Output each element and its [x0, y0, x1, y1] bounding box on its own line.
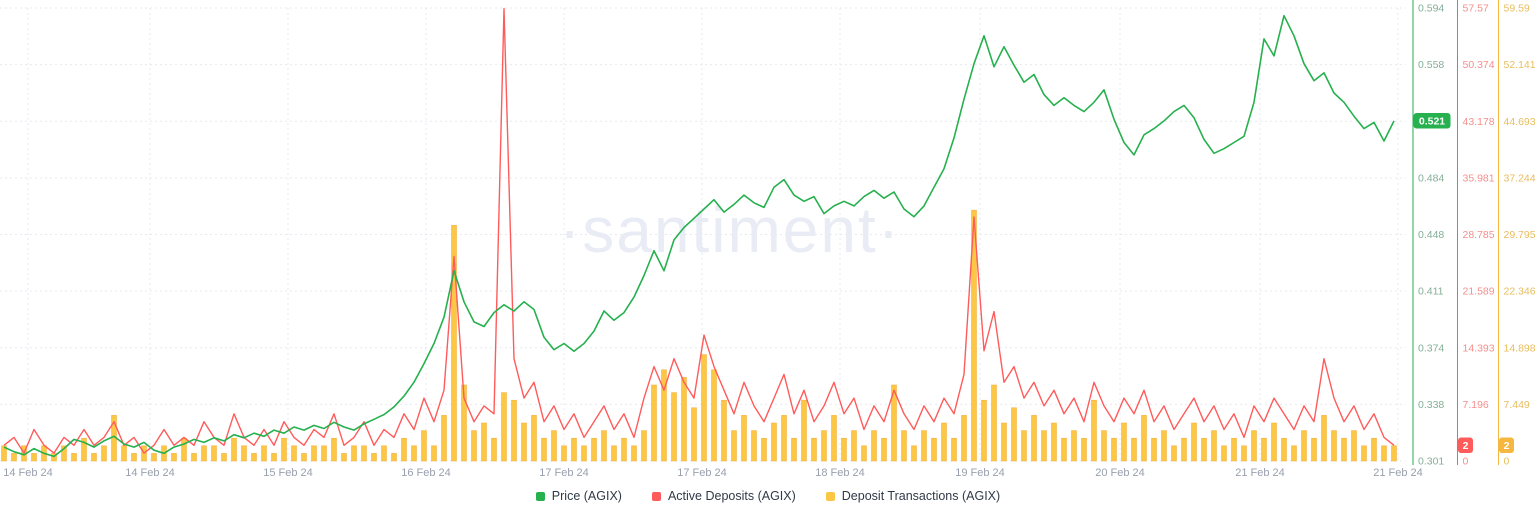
axis-tick-label: 17 Feb 24 [677, 467, 727, 479]
deposit_transactions-axis: 59.59 52.141 44.693 37.244 29.795 22.346 14.89… [1498, 0, 1536, 468]
axis-tick-label: 2 [1463, 440, 1469, 452]
axis-tick-label: 16 Feb 24 [401, 467, 451, 479]
axis-tick-label: 21.589 [1463, 286, 1495, 298]
chart-legend: Price (AGIX) Active Deposits (AGIX) Depo… [0, 489, 1536, 503]
axis-tick-label: 15 Feb 24 [263, 467, 313, 479]
legend-swatch-active-deposits-icon [651, 491, 661, 501]
deposit-transactions-bars [1, 209, 1397, 462]
axis-tick-label: 57.57 [1463, 3, 1489, 15]
legend-item-active-deposits[interactable]: Active Deposits (AGIX) [651, 489, 796, 503]
axis-tick-label: 20 Feb 24 [1095, 467, 1145, 479]
axis-tick-label: 0.301 [1418, 456, 1444, 468]
price-axis: 0.594 0.558 0.521 0.484 0.448 0.411 0.374 0.338… [1412, 0, 1451, 468]
axis-tick-label: 21 Feb 24 [1235, 467, 1285, 479]
axis-tick-label: 0.558 [1418, 59, 1444, 71]
axis-tick-label: 14 Feb 24 [125, 467, 175, 479]
axis-tick-label: 0.521 [1419, 116, 1445, 128]
axis-tick-label: ·santiment· [559, 194, 901, 266]
axis-tick-label: 43.178 [1463, 116, 1495, 128]
axis-tick-label: 0.374 [1418, 342, 1444, 354]
axis-tick-label: 0.338 [1418, 399, 1444, 411]
axis-tick-label: 35.981 [1463, 172, 1495, 184]
axis-tick-label: 0.594 [1418, 3, 1444, 15]
axis-tick-label: 14 Feb 24 [3, 467, 53, 479]
axis-tick-label: 52.141 [1504, 59, 1536, 71]
axis-tick-label: 17 Feb 24 [539, 467, 589, 479]
legend-item-price[interactable]: Price (AGIX) [535, 489, 622, 503]
active_deposits-axis: 57.57 50.374 43.178 35.981 28.785 21.589 14.39… [1457, 0, 1495, 468]
axis-tick-label: 7.196 [1463, 399, 1489, 411]
axis-tick-label: 19 Feb 24 [955, 467, 1005, 479]
legend-swatch-price-icon [535, 491, 545, 501]
active-deposits-line [3, 7, 1395, 454]
axis-tick-label: 21 Feb 24 [1373, 467, 1423, 479]
price-current-badge: 0.521 [1413, 113, 1451, 129]
legend-label-deposit-transactions: Deposit Transactions (AGIX) [841, 489, 1001, 503]
axis-tick-label: 29.795 [1504, 229, 1536, 241]
axis-tick-label: 28.785 [1463, 229, 1495, 241]
legend-label-price: Price (AGIX) [551, 489, 622, 503]
gridlines [0, 7, 1406, 462]
axis-tick-label: 0.484 [1418, 172, 1444, 184]
axis-tick-label: 0 [1463, 456, 1469, 468]
axis-tick-label: 59.59 [1504, 3, 1530, 15]
axis-tick-label: 37.244 [1504, 172, 1536, 184]
axis-tick-label: 14.898 [1504, 342, 1536, 354]
axis-tick-label: 0.448 [1418, 229, 1444, 241]
legend-label-active-deposits: Active Deposits (AGIX) [667, 489, 796, 503]
axis-tick-label: 22.346 [1504, 286, 1536, 298]
axis-tick-label: 44.693 [1504, 116, 1536, 128]
active_deposits-current-badge: 2 [1458, 437, 1473, 453]
axis-tick-label: 2 [1504, 440, 1510, 452]
axis-tick-label: 18 Feb 24 [815, 467, 865, 479]
legend-swatch-deposit-transactions-icon [825, 491, 835, 501]
watermark: ·santiment· [559, 194, 901, 266]
price-line [3, 14, 1395, 458]
x-axis-labels: 14 Feb 24 14 Feb 24 15 Feb 24 16 Feb 24 17 F… [3, 467, 1423, 479]
axis-tick-label: 14.393 [1463, 342, 1495, 354]
legend-item-deposit-transactions[interactable]: Deposit Transactions (AGIX) [825, 489, 1001, 503]
axis-tick-label: 0 [1504, 456, 1510, 468]
axis-tick-label: 50.374 [1463, 59, 1495, 71]
deposit_transactions-current-badge: 2 [1499, 437, 1514, 453]
axis-tick-label: 7.449 [1504, 399, 1530, 411]
axis-tick-label: 0.411 [1418, 286, 1444, 298]
